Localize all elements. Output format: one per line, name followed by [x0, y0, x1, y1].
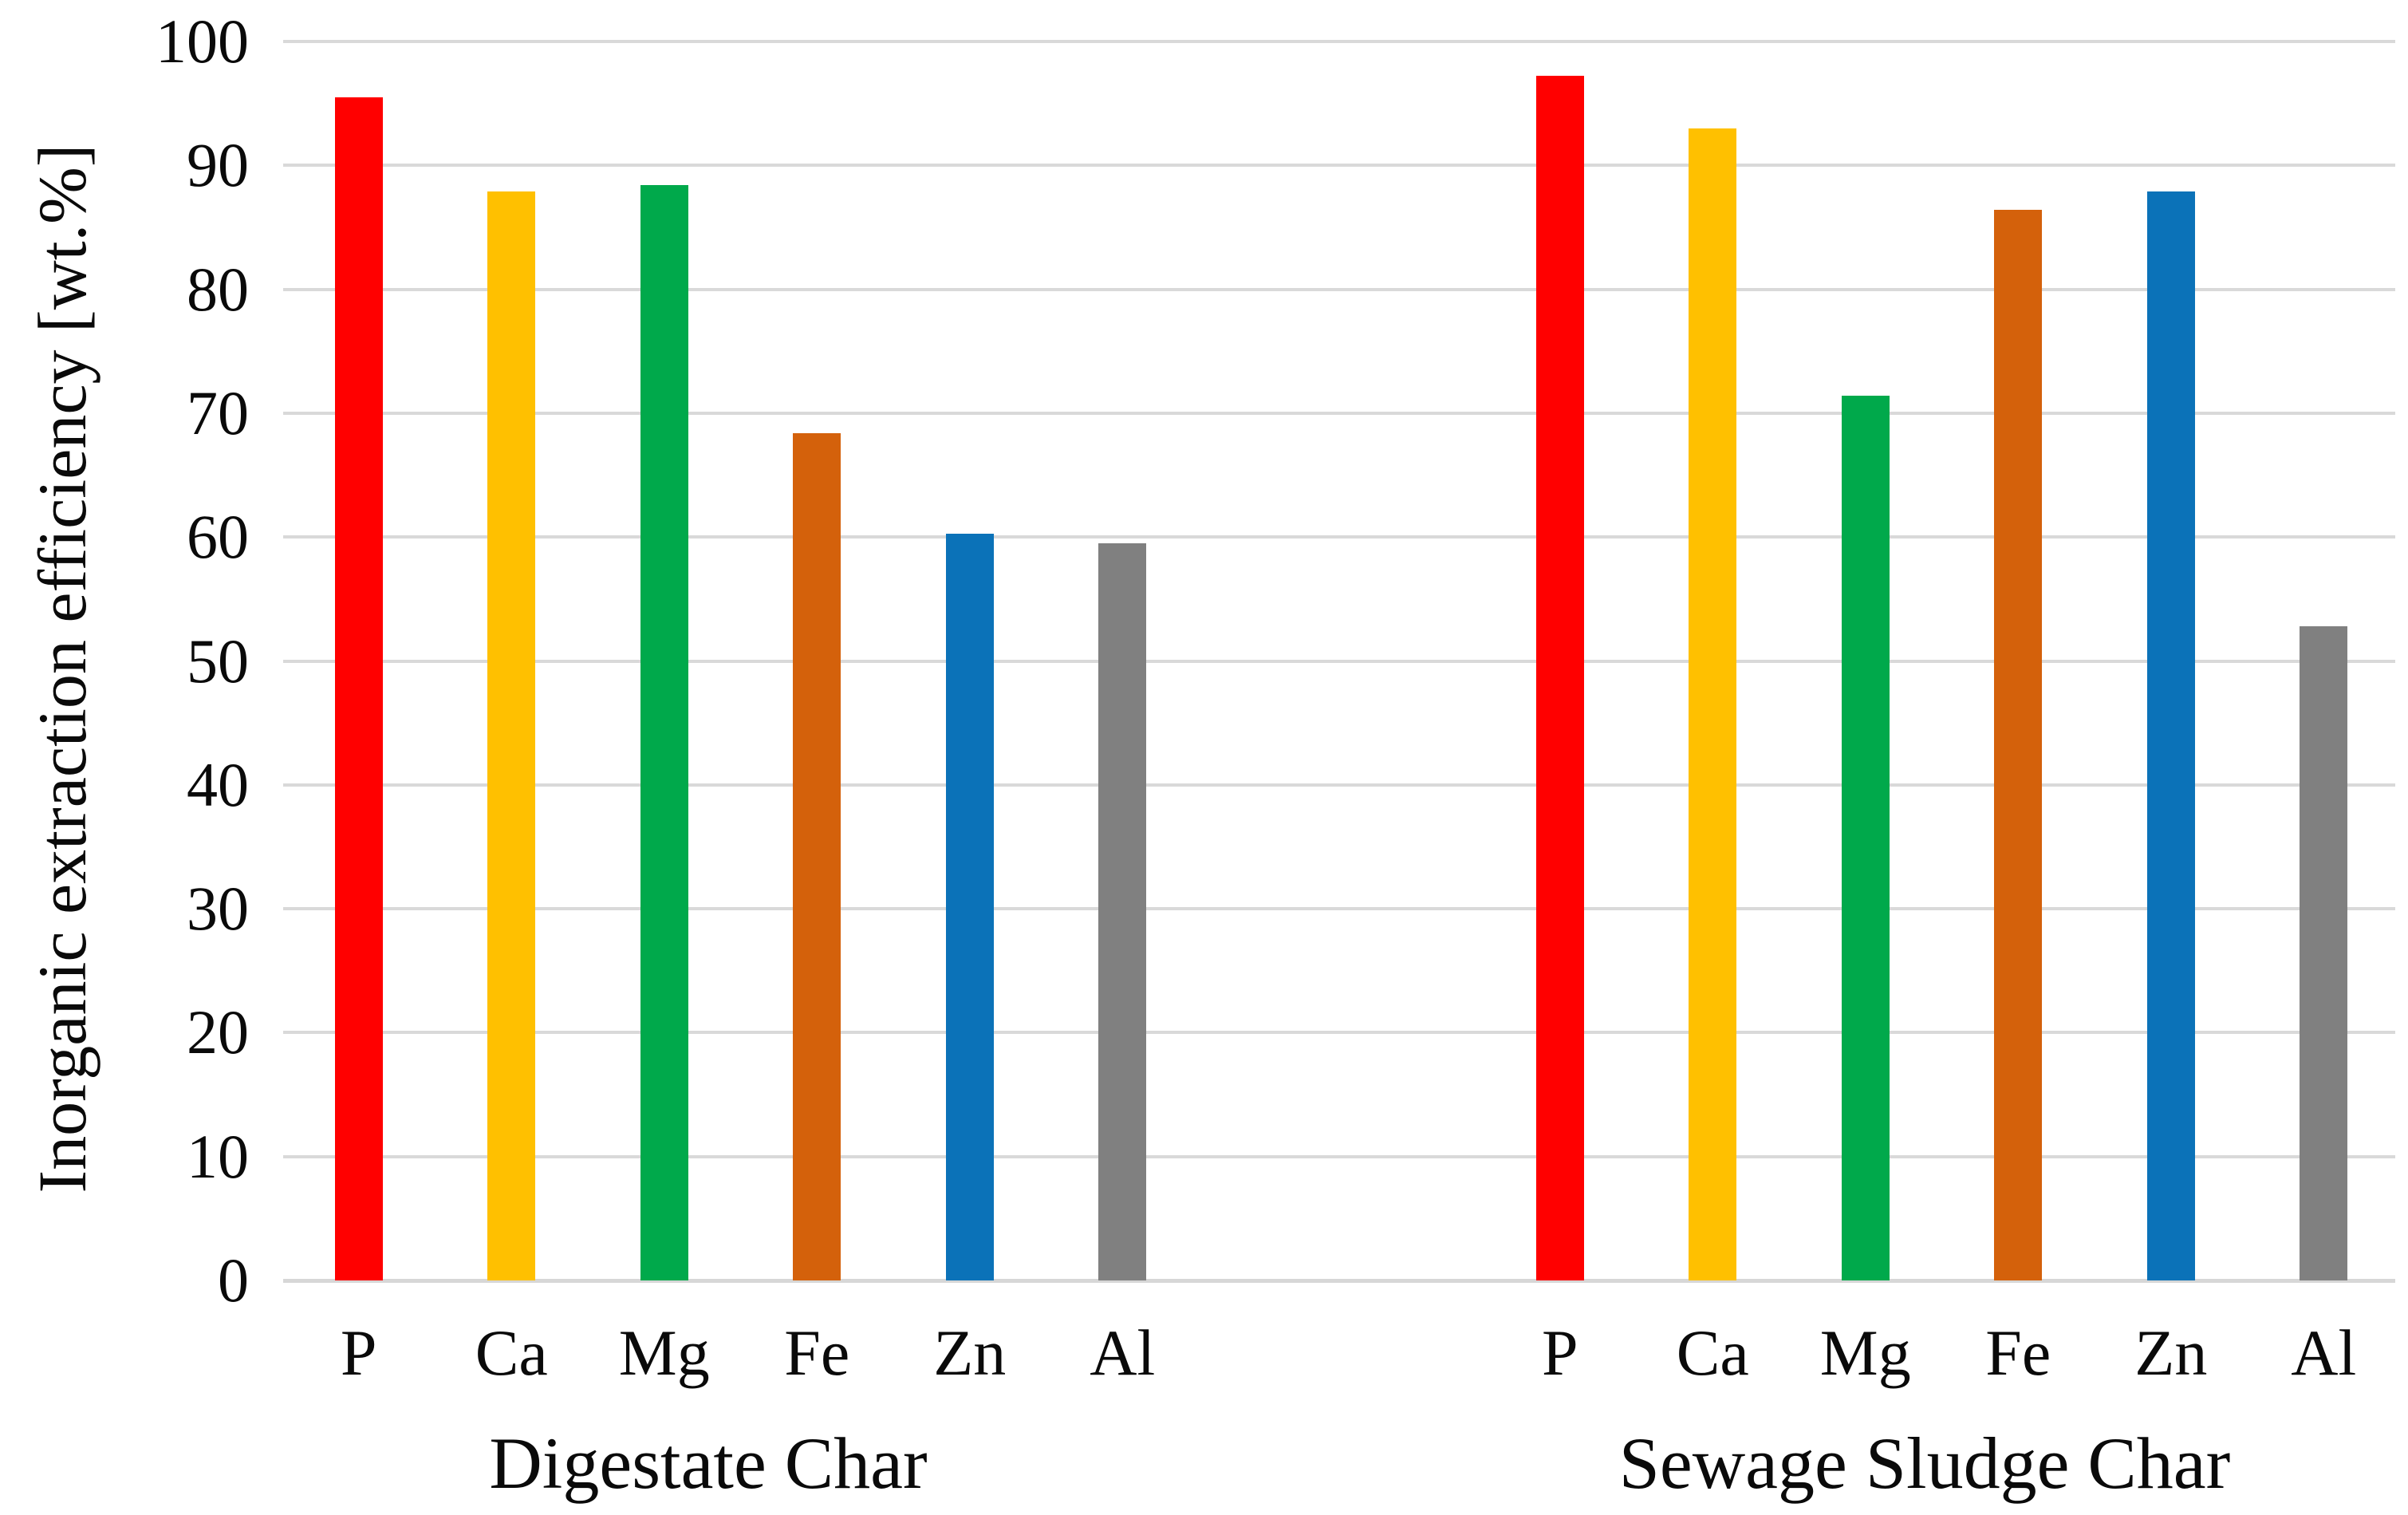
category-label-fe: Fe: [784, 1316, 850, 1389]
y-tick-label: 50: [187, 625, 249, 696]
y-tick-label: 0: [218, 1245, 249, 1315]
y-tick-label: 70: [187, 377, 249, 448]
category-label-mg: Mg: [1819, 1316, 1911, 1389]
category-label-ca: Ca: [475, 1316, 548, 1389]
category-label-al: Al: [2291, 1316, 2357, 1389]
y-tick-label: 40: [187, 749, 249, 819]
category-label-al: Al: [1090, 1316, 1156, 1389]
gridline: [283, 164, 2395, 168]
y-tick-label: 10: [187, 1121, 249, 1191]
bar-fe-sewage-sludge: [1994, 210, 2043, 1280]
y-tick-label: 100: [156, 6, 249, 76]
gridline: [283, 287, 2395, 291]
bar-fe-digestate: [793, 432, 841, 1280]
category-label-p: P: [1541, 1316, 1578, 1389]
y-tick-label: 80: [187, 254, 249, 324]
gridline: [283, 907, 2395, 911]
group-label-sewage-sludge-char: Sewage Sludge Char: [1618, 1422, 2231, 1504]
category-label-ca: Ca: [1676, 1316, 1749, 1389]
bar-zn-digestate: [945, 533, 994, 1280]
gridline: [283, 1031, 2395, 1035]
bar-ca-sewage-sludge: [1689, 128, 1737, 1280]
x-axis-line: [283, 1279, 2395, 1283]
category-label-zn: Zn: [933, 1316, 1007, 1389]
bar-al-digestate: [1098, 542, 1147, 1280]
category-label-mg: Mg: [618, 1316, 710, 1389]
y-tick-label: 90: [187, 130, 249, 200]
gridline: [283, 535, 2395, 539]
bar-ca-digestate: [487, 191, 536, 1280]
bar-zn-sewage-sludge: [2146, 191, 2195, 1280]
gridline: [283, 411, 2395, 415]
y-tick-label: 20: [187, 997, 249, 1067]
group-label-digestate-char: Digestate Char: [489, 1422, 928, 1504]
bar-mg-sewage-sludge: [1841, 396, 1890, 1280]
y-tick-label: 60: [187, 502, 249, 572]
bar-mg-digestate: [640, 185, 688, 1280]
bar-p-sewage-sludge: [1535, 76, 1584, 1280]
category-label-fe: Fe: [1985, 1316, 2051, 1389]
y-tick-label: 30: [187, 874, 249, 944]
gridline: [283, 659, 2395, 663]
bar-p-digestate: [334, 97, 383, 1280]
gridline: [283, 40, 2395, 43]
category-label-p: P: [340, 1316, 377, 1389]
gridline: [283, 1154, 2395, 1158]
gridline: [283, 783, 2395, 787]
category-label-zn: Zn: [2134, 1316, 2208, 1389]
bar-al-sewage-sludge: [2300, 626, 2348, 1280]
